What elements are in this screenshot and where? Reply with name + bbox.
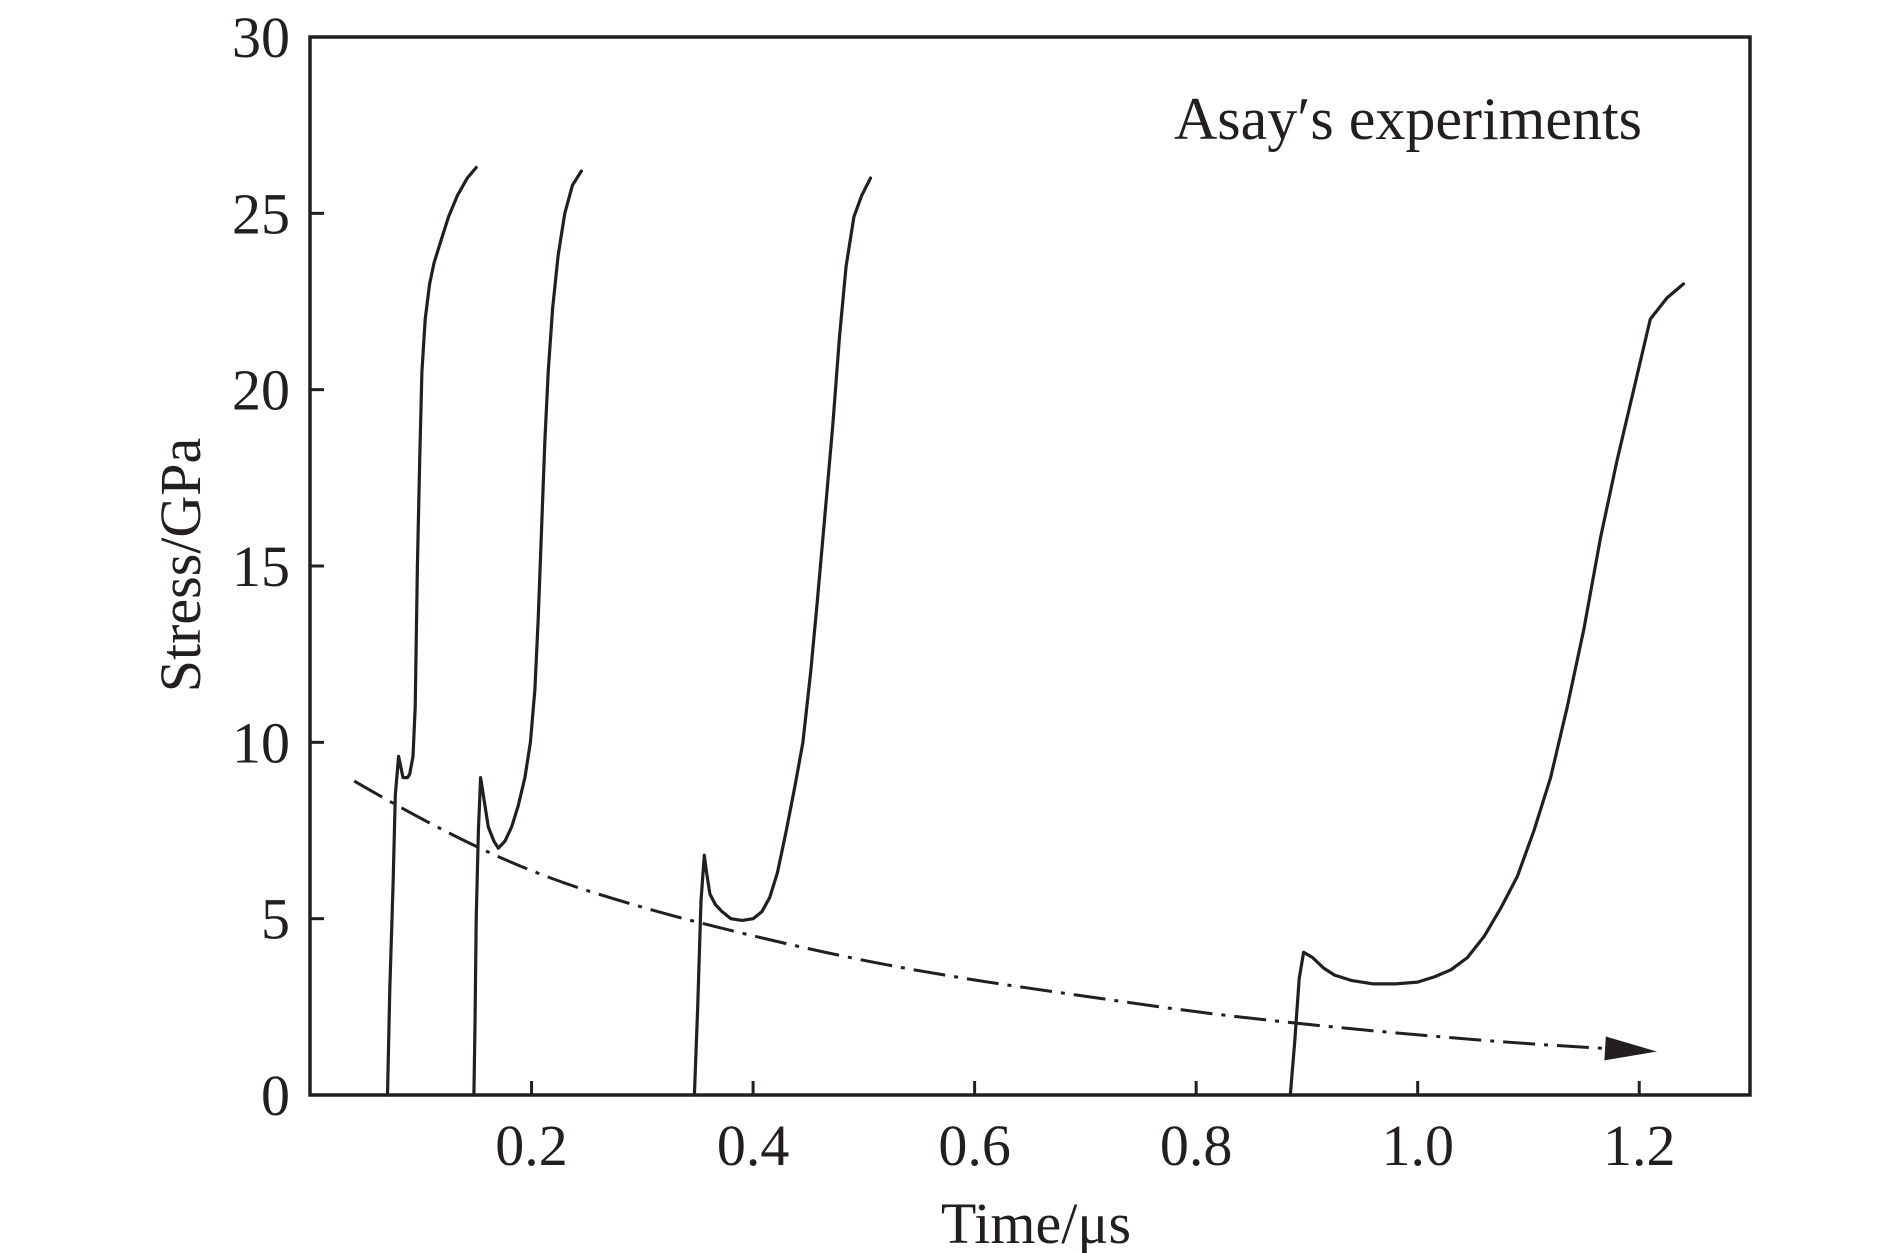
series-line-2	[472, 169, 583, 1097]
x-tick-label: 1.0	[1381, 1113, 1454, 1178]
x-tick-label: 0.2	[495, 1113, 568, 1178]
y-axis: 0 5 10 15 20 25 30	[232, 5, 324, 1128]
series-line-4	[1288, 282, 1686, 1097]
plot-area	[308, 35, 1752, 1097]
trend-arrowhead	[1604, 1036, 1658, 1061]
x-axis: 0.2 0.4 0.6 0.8 1.0 1.2	[495, 1081, 1675, 1178]
x-tick-label: 0.8	[1160, 1113, 1233, 1178]
y-tick-label: 30	[232, 5, 290, 70]
x-tick-label: 1.2	[1603, 1113, 1676, 1178]
annotation-label: Asay′s experiments	[1174, 86, 1642, 152]
trend-line	[353, 779, 1618, 1051]
series-line-3	[692, 176, 873, 1097]
y-tick-label: 10	[232, 710, 290, 775]
y-tick-label: 15	[232, 534, 290, 599]
x-axis-title: Time/μs	[941, 1191, 1131, 1253]
y-tick-label: 0	[261, 1063, 290, 1128]
y-tick-label: 20	[232, 358, 290, 423]
trend-layer	[353, 779, 1658, 1061]
x-tick-label: 0.4	[717, 1113, 790, 1178]
plot-frame	[308, 35, 1752, 1097]
x-tick-label: 0.6	[938, 1113, 1011, 1178]
y-tick-label: 5	[261, 887, 290, 952]
series-line-1	[385, 165, 478, 1097]
y-tick-label: 25	[232, 181, 290, 246]
y-axis-title: Stress/GPa	[148, 438, 213, 693]
series-layer	[385, 165, 1686, 1097]
